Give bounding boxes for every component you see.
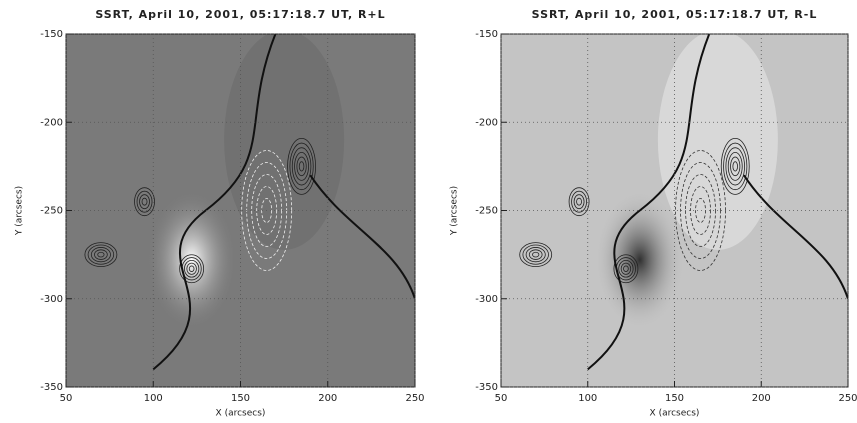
contour <box>690 186 711 235</box>
contour <box>296 156 307 177</box>
neutral-line <box>743 174 848 300</box>
contour <box>685 174 716 247</box>
shade-region <box>657 34 778 250</box>
bright-region <box>146 189 237 330</box>
y-tick-label: -350 <box>40 382 63 393</box>
contour <box>179 254 205 284</box>
x-axis-label: X (arcsecs) <box>216 409 266 419</box>
contour <box>251 174 283 247</box>
x-tick-label: 50 <box>60 393 73 404</box>
contour <box>613 254 639 284</box>
y-axis-label: Y (arcsecs) <box>450 186 460 236</box>
chart-title: SSRT, April 10, 2001, 05:17:18.7 UT, R+L <box>95 8 385 21</box>
x-tick-label: 150 <box>231 393 250 404</box>
contour <box>519 242 553 268</box>
y-tick-label: -300 <box>40 294 63 305</box>
chart-title: SSRT, April 10, 2001, 05:17:18.7 UT, R-L <box>532 8 818 21</box>
neutral-line <box>152 34 277 371</box>
x-axis-label: X (arcsecs) <box>650 409 700 419</box>
contour <box>141 197 148 206</box>
contour <box>97 251 105 258</box>
y-tick-label: -150 <box>475 29 498 40</box>
contour <box>723 142 748 191</box>
x-tick-label: 200 <box>318 393 337 404</box>
y-tick-label: -350 <box>475 382 498 393</box>
neutral-line <box>587 34 711 371</box>
contour <box>139 194 150 210</box>
contour <box>525 247 546 263</box>
contour <box>571 190 587 213</box>
contour <box>568 187 590 217</box>
contour <box>134 187 155 217</box>
x-tick-label: 200 <box>752 393 771 404</box>
x-tick-label: 250 <box>838 393 857 404</box>
contour <box>261 198 273 223</box>
x-tick-label: 100 <box>144 393 163 404</box>
x-tick-label: 100 <box>578 393 597 404</box>
shade-region <box>224 34 345 250</box>
contour <box>256 186 278 235</box>
y-tick-label: -250 <box>40 206 63 217</box>
contour <box>90 247 111 263</box>
contour <box>289 142 314 191</box>
bright-region <box>594 189 685 330</box>
contour <box>576 197 582 206</box>
contour <box>623 265 629 272</box>
x-tick-label: 150 <box>665 393 684 404</box>
y-tick-label: -200 <box>40 117 63 128</box>
contour <box>680 162 721 259</box>
y-tick-label: -300 <box>475 294 498 305</box>
neutral-line <box>309 174 415 300</box>
contour <box>522 244 549 265</box>
contour <box>287 137 316 195</box>
contour <box>136 190 153 213</box>
contour <box>618 259 634 278</box>
contour <box>725 147 745 186</box>
contour <box>298 161 305 172</box>
x-tick-label: 250 <box>405 393 424 404</box>
contour <box>241 150 293 271</box>
contour <box>291 147 312 186</box>
y-tick-label: -250 <box>475 206 498 217</box>
contour <box>732 161 738 172</box>
y-tick-label: -200 <box>475 117 498 128</box>
contour <box>573 194 585 210</box>
panel: SSRT, April 10, 2001, 05:17:18.7 UT, R-L… <box>450 8 857 419</box>
y-axis-label: Y (arcsecs) <box>15 186 25 236</box>
contour <box>87 244 115 265</box>
contour <box>94 249 108 260</box>
contour <box>532 251 540 258</box>
y-tick-label: -150 <box>40 29 63 40</box>
contour <box>84 242 118 268</box>
contour <box>186 262 197 275</box>
contour <box>620 262 632 275</box>
image-field <box>501 34 848 387</box>
contour <box>730 156 741 177</box>
contour <box>294 151 309 181</box>
x-tick-label: 50 <box>495 393 508 404</box>
contour <box>184 259 200 278</box>
panel: SSRT, April 10, 2001, 05:17:18.7 UT, R+L… <box>15 8 425 419</box>
contour <box>727 151 743 181</box>
contour <box>720 137 750 195</box>
contour <box>188 265 195 272</box>
contour <box>528 249 543 260</box>
image-field <box>66 34 415 387</box>
